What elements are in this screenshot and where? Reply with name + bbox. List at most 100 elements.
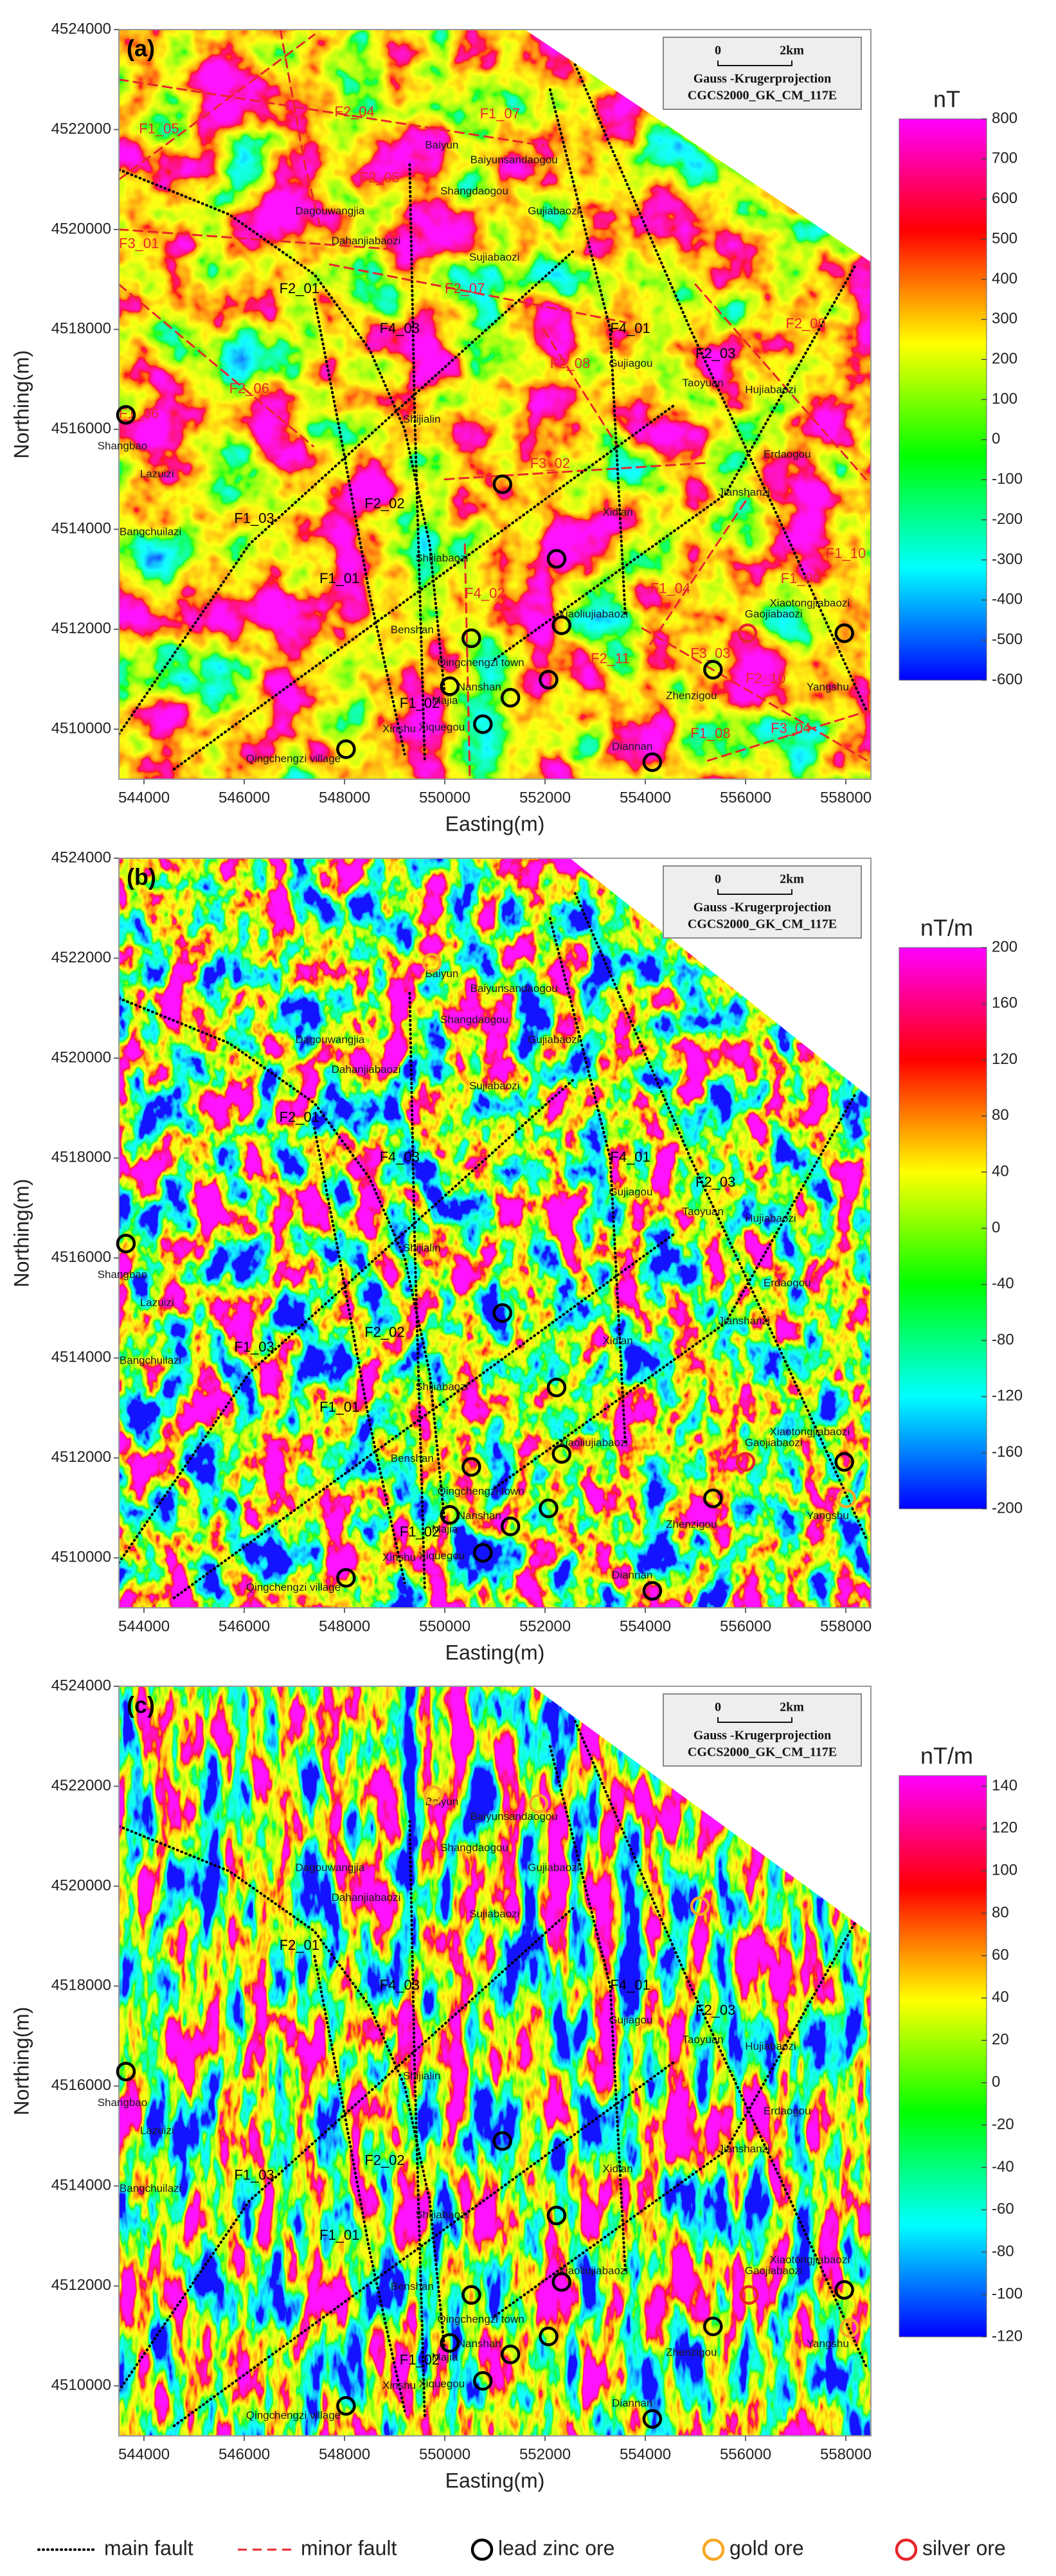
silver-ore	[737, 623, 758, 644]
crs: CGCS2000_GK_CM_117E	[688, 1745, 837, 1760]
y-tick-label: 4524000	[51, 849, 111, 866]
minor-fault	[542, 328, 619, 447]
colorbar-tick-label: 120	[992, 1819, 1017, 1837]
x-tick-label: 546000	[219, 1617, 270, 1635]
place-name: Zhenzigou	[666, 689, 717, 701]
colorbar-tick-label: 0	[992, 1219, 1000, 1236]
minor-fault-label: F2_08	[550, 356, 590, 372]
place-name: Shijiabaozi	[415, 1381, 468, 1393]
colorbar-tick-label: 0	[992, 430, 1000, 447]
scalebar-start: 0	[715, 44, 721, 58]
y-tick-label: 4522000	[51, 1777, 111, 1794]
minor-fault-label: F4_02	[465, 585, 505, 601]
place-name: Hujiabaozi	[745, 2040, 796, 2053]
colorbar-tick-label: 120	[992, 1050, 1017, 1068]
x-tick-label: 552000	[519, 2445, 571, 2463]
main-fault	[548, 88, 627, 616]
lead-zinc-ore	[473, 714, 493, 734]
lead-zinc-ore	[539, 670, 559, 690]
lead-zinc-ore	[546, 1377, 567, 1398]
place-name: Shijialin	[403, 2070, 441, 2082]
place-name: Erdaogou	[764, 1277, 811, 1289]
place-name: Taoyuan	[683, 377, 724, 389]
place-name: Dagouwangjia	[296, 1033, 365, 1045]
main-fault-label: F1_01	[319, 570, 359, 586]
gold-ore	[528, 1794, 549, 1814]
place-name: Xidian	[602, 506, 632, 518]
colorbar-tick-label: -60	[992, 2201, 1014, 2218]
place-name: Yangshu	[807, 1509, 849, 1522]
place-name: Bangchuilazi	[120, 525, 181, 537]
lead-zinc-ore	[461, 1457, 481, 1477]
y-tick-label: 4522000	[51, 949, 111, 966]
place-name: Dagouwangjia	[296, 204, 365, 217]
place-name: Diannan	[612, 2397, 652, 2409]
place-name: Sujiabaozi	[469, 1080, 519, 1092]
x-tick-label: 550000	[419, 2445, 470, 2463]
minor-fault-label: F1_09	[781, 570, 821, 586]
y-tick-label: 4510000	[51, 2377, 111, 2394]
lead-zinc-ore	[116, 2062, 136, 2082]
legend-ore	[895, 2538, 918, 2561]
colorbar-unit: nT/m	[920, 1743, 973, 1769]
lead-zinc-ore	[336, 739, 356, 759]
main-fault	[172, 2060, 677, 2427]
scalebar-box	[663, 1693, 862, 1767]
minor-fault	[641, 627, 868, 762]
y-tick-label: 4516000	[51, 1248, 111, 1266]
lead-zinc-ore	[834, 623, 854, 644]
minor-fault-label: F2_06	[229, 380, 269, 396]
main-fault-label: F4_03	[380, 1149, 420, 1165]
main-fault-label: F1_03	[234, 1339, 274, 1355]
main-fault	[119, 1824, 446, 2352]
minor-fault-label: F2_07	[445, 280, 485, 296]
place-name: Gujiagou	[609, 2014, 652, 2026]
place-name: Shangbao	[98, 2096, 148, 2109]
main-fault	[119, 168, 446, 696]
main-fault-label: F2_03	[695, 2002, 735, 2018]
lead-zinc-ore	[336, 1568, 356, 1588]
place-name: Shangbao	[98, 440, 148, 452]
x-tick-label: 550000	[419, 1617, 470, 1635]
colorbar-tick-label: -100	[992, 2285, 1023, 2302]
main-fault-label: F2_02	[364, 495, 404, 511]
place-name: Majia	[432, 1523, 458, 1535]
legend-ore	[702, 2538, 725, 2561]
gold-ore	[690, 1896, 710, 1916]
lead-zinc-ore	[642, 1581, 663, 1601]
place-name: Baiyun	[425, 968, 458, 980]
minor-fault	[443, 462, 709, 481]
x-tick-label: 558000	[820, 789, 872, 806]
panel-label: (a)	[127, 35, 155, 62]
colorbar-tick-label: 500	[992, 230, 1017, 247]
legend-label: lead zinc ore	[498, 2536, 614, 2559]
place-name: Xiaotongjiabaozi	[769, 597, 850, 609]
minor-fault-label: F3_03	[690, 645, 730, 661]
place-name: Dahanjiabaozi	[332, 1063, 401, 1076]
place-name: Qingchengzi village	[246, 752, 341, 764]
minor-fault	[119, 78, 545, 147]
minor-fault	[328, 263, 627, 323]
colorbar-tick-label: -400	[992, 591, 1023, 608]
main-fault-label: F4_03	[380, 320, 420, 336]
minor-fault-label: F2_04	[334, 104, 374, 120]
place-name: Gaojiabaozi	[745, 2265, 803, 2277]
minor-fault-label: F2_11	[591, 650, 630, 666]
colorbar-tick-label: -300	[992, 550, 1023, 568]
main-fault-label: F4_01	[610, 1977, 650, 1993]
place-name: Gujiabaozi	[528, 204, 579, 217]
x-tick-label: 548000	[319, 2445, 370, 2463]
main-fault-label: F1_02	[400, 1524, 440, 1540]
place-name: Majia	[432, 2351, 458, 2363]
place-name: Bangchuilazi	[120, 2182, 181, 2194]
place-name: Xiquegou	[418, 2377, 465, 2390]
place-name: Xiquegou	[418, 1549, 465, 1562]
y-tick-label: 4518000	[51, 1977, 111, 1994]
y-tick-label: 4520000	[51, 1877, 111, 1894]
place-name: Yangshu	[807, 681, 849, 693]
place-name: Xidian	[602, 1335, 632, 1347]
main-fault	[172, 403, 677, 771]
lead-zinc-ore	[539, 1499, 559, 1518]
scalebar-end: 2km	[780, 1700, 804, 1715]
main-fault-label: F1_01	[319, 1399, 359, 1415]
